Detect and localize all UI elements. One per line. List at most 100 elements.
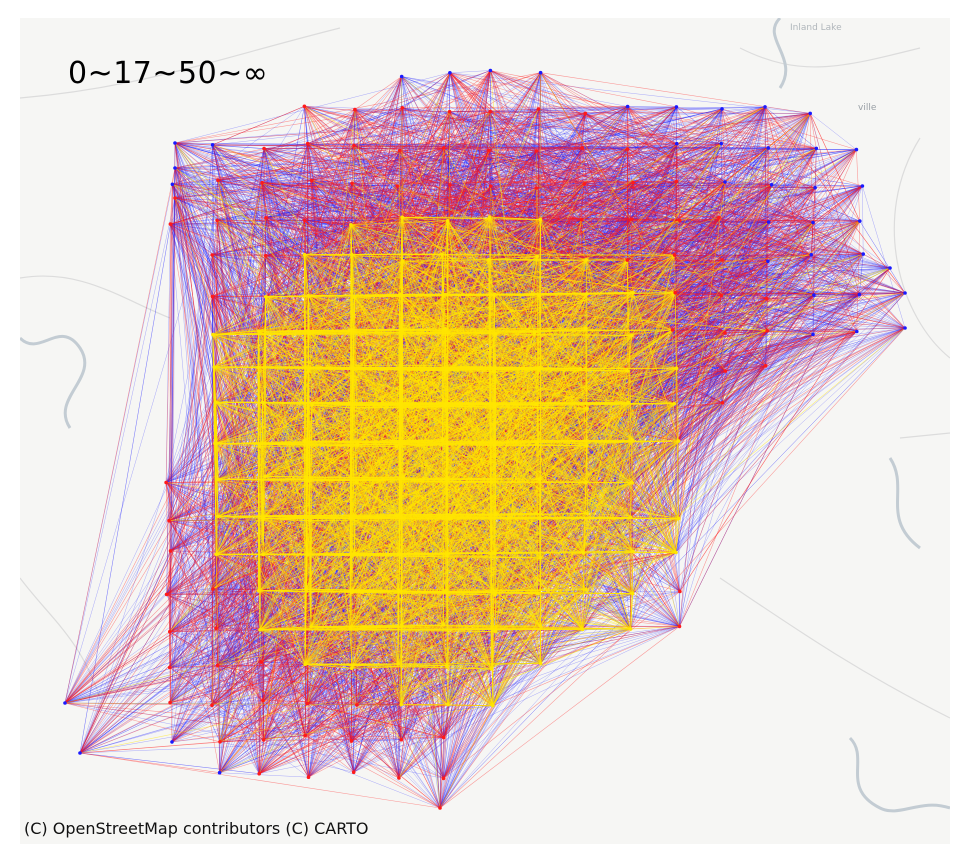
flow-line-low [489, 143, 722, 218]
flow-line-low [442, 221, 769, 255]
flow-line-low [262, 143, 677, 183]
flow-line-low [536, 113, 586, 152]
flow-line-low [170, 180, 312, 225]
flow-line-low [862, 185, 864, 255]
flow-line-low [350, 628, 541, 664]
basemap-river [888, 457, 921, 550]
flow-line-low [676, 181, 726, 369]
basemap-road [20, 27, 341, 99]
flow-line-low [401, 76, 491, 187]
flow-line-low [217, 217, 403, 221]
flow-line-low [676, 106, 864, 255]
flow-line-low [632, 182, 772, 186]
flow-line-low [721, 143, 814, 223]
flow-line-low [262, 111, 450, 183]
flow-line-low [399, 150, 403, 218]
flow-line-low [631, 187, 816, 220]
flow-line-low [215, 255, 266, 629]
flow-line-low [446, 254, 812, 666]
flow-line-low [766, 220, 860, 299]
flow-line-low [397, 113, 586, 187]
flow-line-low [353, 145, 541, 220]
flow-line-low [307, 143, 769, 149]
flow-line-low [265, 255, 309, 296]
basemap-road [899, 432, 950, 439]
basemap-road [20, 275, 171, 319]
flow-line-low [79, 739, 402, 754]
flow-line-low [79, 704, 357, 754]
flow-line-low [174, 197, 632, 220]
flow-line-low [174, 167, 582, 221]
flow-line-low [265, 111, 450, 256]
flow-line-low [721, 259, 767, 299]
flow-line-low [351, 183, 585, 185]
flow-line-low [627, 149, 857, 261]
flow-line-low [720, 143, 726, 333]
flow-line-low [490, 106, 628, 187]
flow-line-low [79, 700, 264, 754]
flow-line-low [217, 182, 263, 480]
flow-line-low [304, 106, 769, 149]
flow-line-low [584, 106, 766, 185]
flow-line-low [490, 70, 769, 262]
flow-line-low [166, 554, 308, 595]
flow-line-low [676, 181, 863, 187]
flow-line-low [674, 254, 723, 261]
flow-line-low [540, 72, 677, 144]
flow-line-low [353, 705, 493, 773]
flow-line-low [212, 106, 305, 146]
flow-line-low [632, 184, 772, 293]
flow-line-low [679, 402, 723, 627]
flow-line-low [859, 220, 906, 294]
flow-line-low [172, 150, 490, 185]
flow-line-low [631, 330, 768, 336]
flow-line-low [443, 147, 906, 329]
flow-line-low [494, 106, 677, 295]
flow-line-low [214, 145, 355, 444]
flow-line-low [766, 292, 906, 300]
flow-line-low [217, 665, 220, 773]
flow-line-low [174, 167, 490, 218]
flow-line-low [353, 145, 768, 262]
flow-line-low [676, 106, 891, 269]
flow-line-low [214, 443, 308, 704]
flow-line-low [449, 111, 815, 296]
flow-line-low [174, 142, 817, 149]
flow-line-low [212, 148, 628, 297]
flow-line-low [441, 108, 539, 255]
flow-line-low [354, 109, 906, 294]
basemap-road [739, 47, 921, 68]
flow-line-low [679, 148, 817, 221]
flow-line-low [490, 70, 864, 255]
flow-line-low [311, 106, 628, 181]
flow-line-low [307, 72, 541, 370]
flow-line-low [170, 108, 539, 225]
basemap-river [772, 18, 788, 89]
flow-line-low [628, 292, 906, 403]
flow-line-low [398, 704, 402, 779]
flow-line-low [170, 180, 219, 551]
flow-line-low [401, 76, 490, 151]
flow-line-low [79, 180, 312, 754]
map-canvas[interactable]: Inland Lake ville 0~17~50~∞ (C) OpenStre… [20, 18, 950, 844]
flow-line-low [401, 370, 726, 626]
flow-line-low [582, 334, 814, 630]
flow-line-low [353, 145, 812, 256]
flow-line-low [263, 148, 353, 408]
flow-line-low [812, 267, 891, 335]
flow-line-low [401, 72, 541, 218]
flow-line-low [859, 220, 906, 294]
flow-line-low [536, 150, 722, 296]
flow-line-low [308, 518, 351, 778]
flow-line-low [174, 148, 817, 169]
flow-line-low [171, 478, 541, 743]
flow-line-low [585, 113, 814, 223]
flow-line-low [172, 184, 860, 222]
flow-line-low [627, 220, 860, 261]
flow-line-low [718, 217, 768, 331]
flow-line-low [218, 113, 811, 480]
flow-line-low [489, 147, 769, 218]
flow-line-low [307, 70, 491, 144]
flow-line-low [721, 221, 769, 296]
flow-line-low [632, 182, 864, 255]
